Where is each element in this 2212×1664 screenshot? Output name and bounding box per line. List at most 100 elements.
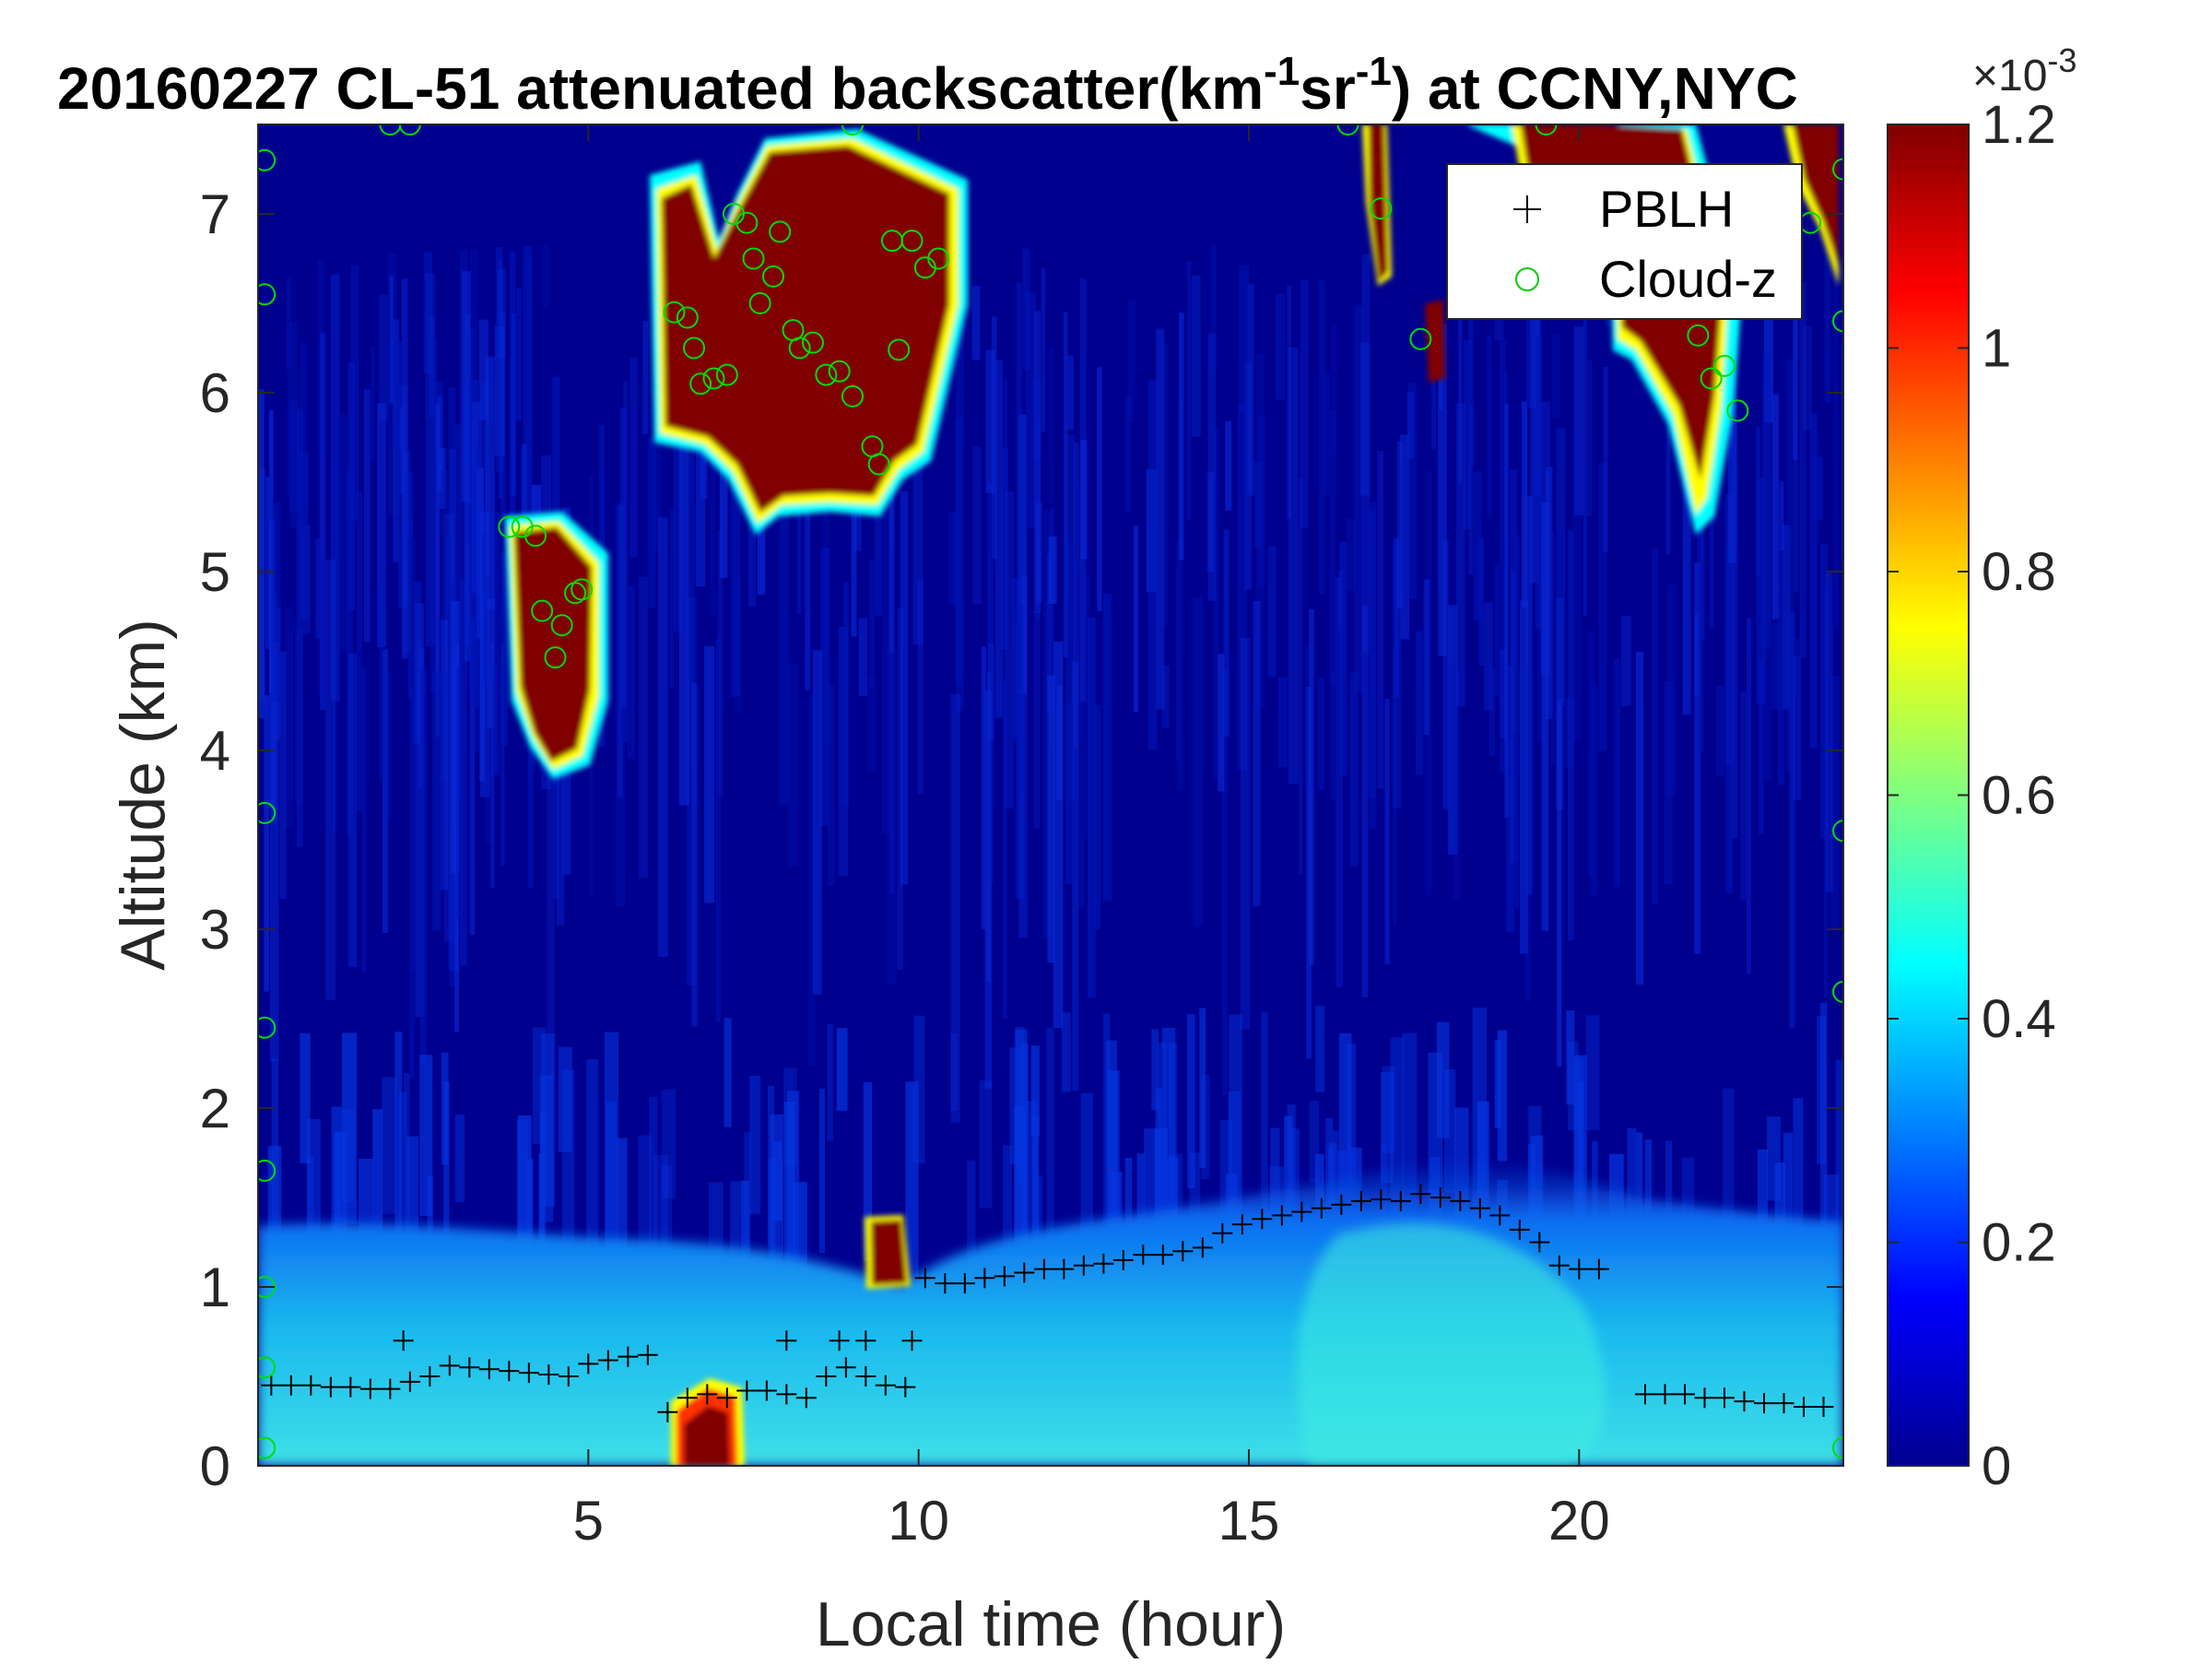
noise-streak	[288, 401, 300, 513]
noise-streak	[558, 1046, 572, 1152]
noise-streak	[372, 1109, 383, 1254]
noise-streak	[300, 452, 309, 620]
noise-streak	[695, 407, 706, 587]
cloudz-point	[802, 331, 824, 354]
noise-streak	[1468, 406, 1474, 575]
noise-streak	[1218, 654, 1225, 792]
noise-streak	[749, 1075, 761, 1214]
noise-streak	[1700, 489, 1705, 641]
pblh-point	[1073, 1255, 1094, 1276]
noise-streak	[361, 667, 367, 973]
noise-streak	[1494, 563, 1500, 698]
noise-streak	[606, 1101, 617, 1368]
chart-title: 20160227 CL-51 attenuated backscatter(km…	[57, 49, 1798, 122]
noise-streak	[1393, 537, 1402, 808]
noise-streak	[492, 664, 498, 774]
noise-streak	[827, 1023, 833, 1141]
noise-streak	[1193, 597, 1203, 926]
pblh-point	[1252, 1209, 1273, 1230]
cloudz-point	[841, 384, 864, 407]
noise-streak	[382, 649, 389, 933]
cloudz-point	[788, 336, 811, 360]
noise-streak	[1347, 518, 1357, 591]
noise-streak	[1186, 261, 1192, 520]
noise-streak	[1209, 244, 1218, 371]
pblh-point	[637, 1344, 658, 1365]
noise-streak	[441, 620, 449, 891]
pblh-point	[829, 1330, 850, 1351]
pblh-point	[300, 1375, 322, 1396]
cloudz-point	[715, 363, 738, 386]
noise-streak	[1552, 334, 1560, 419]
noise-streak	[409, 688, 416, 1080]
noise-streak	[444, 513, 454, 942]
noise-streak	[638, 577, 648, 879]
noise-streak	[1756, 478, 1766, 704]
noise-streak	[819, 1089, 826, 1254]
cloudz-point	[828, 360, 851, 383]
noise-streak	[1048, 536, 1057, 604]
noise-streak	[1423, 579, 1430, 736]
noise-streak	[1002, 447, 1008, 650]
noise-streak	[1003, 379, 1008, 803]
noise-streak	[1030, 1045, 1040, 1137]
noise-streak	[325, 560, 335, 1000]
noise-streak	[516, 1119, 528, 1312]
pblh-point	[459, 1357, 480, 1378]
pblh-point	[618, 1346, 639, 1367]
noise-streak	[823, 430, 829, 741]
pblh-point	[538, 1364, 559, 1386]
colorbar-tick-label: 0.4	[1982, 989, 2056, 1049]
cloudz-point	[1832, 1436, 1843, 1459]
cloudz-point	[815, 363, 838, 386]
legend-cloudz-label: Cloud-z	[1599, 250, 1777, 308]
colorbar-tick-label: 0.8	[1982, 542, 2056, 602]
x-axis-label: Local time (hour)	[816, 1589, 1286, 1659]
noise-streak	[1665, 403, 1671, 555]
cloudz-point	[1336, 124, 1359, 136]
noise-streak	[913, 1015, 925, 1163]
noise-streak	[1381, 1071, 1394, 1184]
x-tick-label: 5	[573, 1490, 604, 1552]
noise-streak	[1583, 266, 1587, 616]
cloudz-point	[550, 614, 573, 637]
noise-streak	[981, 646, 986, 929]
noise-streak	[1397, 442, 1403, 608]
pblh-point	[756, 1380, 777, 1401]
pblh-point	[1529, 1232, 1550, 1253]
pblh-point	[1331, 1194, 1352, 1215]
pblh-point	[1350, 1190, 1371, 1211]
noise-streak	[523, 245, 533, 627]
noise-streak	[1384, 699, 1390, 965]
noise-streak	[1187, 1014, 1195, 1189]
noise-streak	[466, 336, 474, 548]
noise-streak	[1253, 600, 1261, 906]
noise-streak	[258, 389, 265, 718]
noise-streak	[264, 695, 270, 992]
noise-streak	[1191, 276, 1201, 437]
noise-streak	[1161, 665, 1170, 728]
noise-streak	[1160, 343, 1168, 626]
noise-streak	[1510, 469, 1518, 864]
noise-streak	[399, 407, 405, 494]
noise-streak	[471, 402, 482, 593]
noise-streak	[1456, 403, 1465, 707]
colorbar-tick-label: 0.6	[1982, 766, 2056, 826]
noise-streak	[542, 245, 549, 307]
pblh-point	[974, 1268, 995, 1289]
noise-streak	[1329, 410, 1336, 686]
noise-streak	[1572, 434, 1582, 742]
noise-streak	[984, 690, 992, 1089]
noise-streak	[888, 369, 895, 654]
noise-streak	[1438, 324, 1447, 656]
pblh-point	[901, 1330, 923, 1351]
pblh-point	[1635, 1384, 1655, 1405]
noise-streak	[408, 515, 413, 699]
noise-streak	[623, 381, 629, 742]
noise-streak	[768, 1086, 774, 1246]
noise-streak	[662, 1089, 677, 1198]
noise-streak	[340, 414, 348, 651]
noise-streak	[1777, 549, 1784, 785]
cloudz-point	[258, 1159, 276, 1182]
noise-streak	[1511, 570, 1515, 733]
